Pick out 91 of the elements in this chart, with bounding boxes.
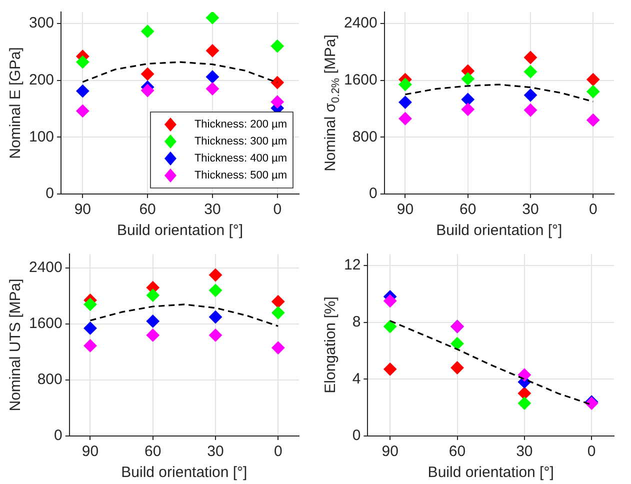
point bbox=[461, 92, 474, 106]
x-tick-label: 60 bbox=[139, 201, 156, 218]
x-tick-label: 60 bbox=[144, 443, 162, 460]
x-tick-label: 30 bbox=[204, 201, 221, 218]
legend-label: Thickness: 200 µm bbox=[194, 118, 287, 131]
point bbox=[206, 70, 219, 84]
point bbox=[398, 112, 412, 126]
point bbox=[272, 306, 285, 320]
point bbox=[84, 298, 97, 311]
point bbox=[206, 12, 219, 24]
y-axis-title: Nominal σ0.2% [MPa] bbox=[322, 34, 342, 172]
y-tick-label: 8 bbox=[352, 313, 361, 330]
point bbox=[450, 337, 464, 350]
point bbox=[146, 288, 160, 302]
x-axis-title: Build orientation [°] bbox=[116, 222, 244, 240]
y-axis-title: Elongation [%] bbox=[322, 296, 340, 394]
point bbox=[461, 72, 474, 86]
x-tick-label: 90 bbox=[74, 201, 92, 218]
point bbox=[270, 76, 284, 90]
x-axis-title: Build orientation [°] bbox=[428, 464, 554, 482]
point bbox=[206, 44, 219, 58]
point bbox=[270, 40, 284, 53]
x-tick-label: 60 bbox=[448, 443, 466, 460]
point bbox=[461, 102, 474, 116]
point bbox=[76, 104, 90, 118]
x-axis-title: Build orientation [°] bbox=[121, 464, 248, 482]
point bbox=[209, 310, 222, 324]
point bbox=[141, 84, 154, 97]
point bbox=[84, 322, 97, 335]
point bbox=[141, 67, 154, 80]
point bbox=[518, 368, 531, 382]
point bbox=[524, 104, 537, 117]
point bbox=[206, 82, 219, 96]
legend-label: Thickness: 400 µm bbox=[194, 152, 287, 165]
x-tick-label: 0 bbox=[587, 443, 596, 460]
point bbox=[586, 85, 600, 98]
y-tick-label: 12 bbox=[344, 256, 361, 274]
point bbox=[76, 84, 90, 98]
y-tick-label: 0 bbox=[369, 185, 378, 202]
point bbox=[524, 51, 537, 64]
y-tick-label: 100 bbox=[28, 128, 54, 146]
y-tick-label: 1600 bbox=[344, 71, 378, 88]
point bbox=[141, 24, 154, 38]
point bbox=[146, 328, 160, 342]
y-tick-label: 300 bbox=[28, 14, 54, 32]
point bbox=[146, 314, 160, 328]
point bbox=[384, 362, 397, 376]
point bbox=[209, 268, 222, 282]
point bbox=[272, 295, 285, 308]
x-tick-label: 90 bbox=[396, 201, 414, 218]
point bbox=[450, 361, 464, 374]
y-tick-label: 800 bbox=[37, 371, 62, 388]
point bbox=[272, 341, 285, 354]
point bbox=[586, 114, 600, 127]
x-tick-label: 0 bbox=[273, 201, 282, 218]
x-tick-label: 30 bbox=[207, 443, 224, 460]
point bbox=[518, 396, 531, 410]
point bbox=[384, 320, 397, 334]
point bbox=[398, 78, 412, 92]
y-tick-label: 1600 bbox=[28, 315, 62, 332]
y-tick-label: 4 bbox=[352, 370, 361, 388]
x-tick-label: 30 bbox=[522, 201, 539, 218]
x-tick-label: 60 bbox=[460, 201, 476, 218]
point bbox=[398, 96, 412, 109]
x-tick-label: 0 bbox=[274, 443, 282, 460]
y-tick-label: 0 bbox=[54, 427, 62, 444]
y-axis-title: Nominal UTS [MPa] bbox=[7, 278, 24, 412]
point bbox=[586, 73, 600, 86]
point bbox=[209, 284, 222, 297]
point bbox=[76, 56, 90, 69]
point bbox=[384, 294, 397, 308]
y-tick-label: 200 bbox=[28, 71, 54, 88]
x-tick-label: 0 bbox=[588, 201, 598, 218]
point bbox=[209, 328, 222, 342]
point bbox=[270, 95, 284, 108]
point bbox=[524, 88, 537, 102]
y-tick-label: 800 bbox=[352, 128, 378, 146]
x-tick-label: 90 bbox=[82, 443, 99, 460]
x-tick-label: 30 bbox=[516, 443, 533, 460]
point bbox=[84, 339, 97, 352]
legend-label: Thickness: 500 µm bbox=[194, 170, 287, 182]
y-tick-label: 2400 bbox=[28, 259, 62, 276]
y-tick-label: 0 bbox=[46, 185, 54, 202]
point bbox=[524, 65, 537, 78]
y-tick-label: 2400 bbox=[344, 14, 378, 32]
y-tick-label: 0 bbox=[352, 427, 361, 444]
x-axis-title: Build orientation [°] bbox=[436, 222, 562, 240]
x-tick-label: 90 bbox=[382, 443, 398, 460]
legend-label: Thickness: 300 µm bbox=[194, 136, 287, 148]
point bbox=[518, 386, 531, 400]
y-axis-title: Nominal E [GPa] bbox=[7, 47, 24, 159]
